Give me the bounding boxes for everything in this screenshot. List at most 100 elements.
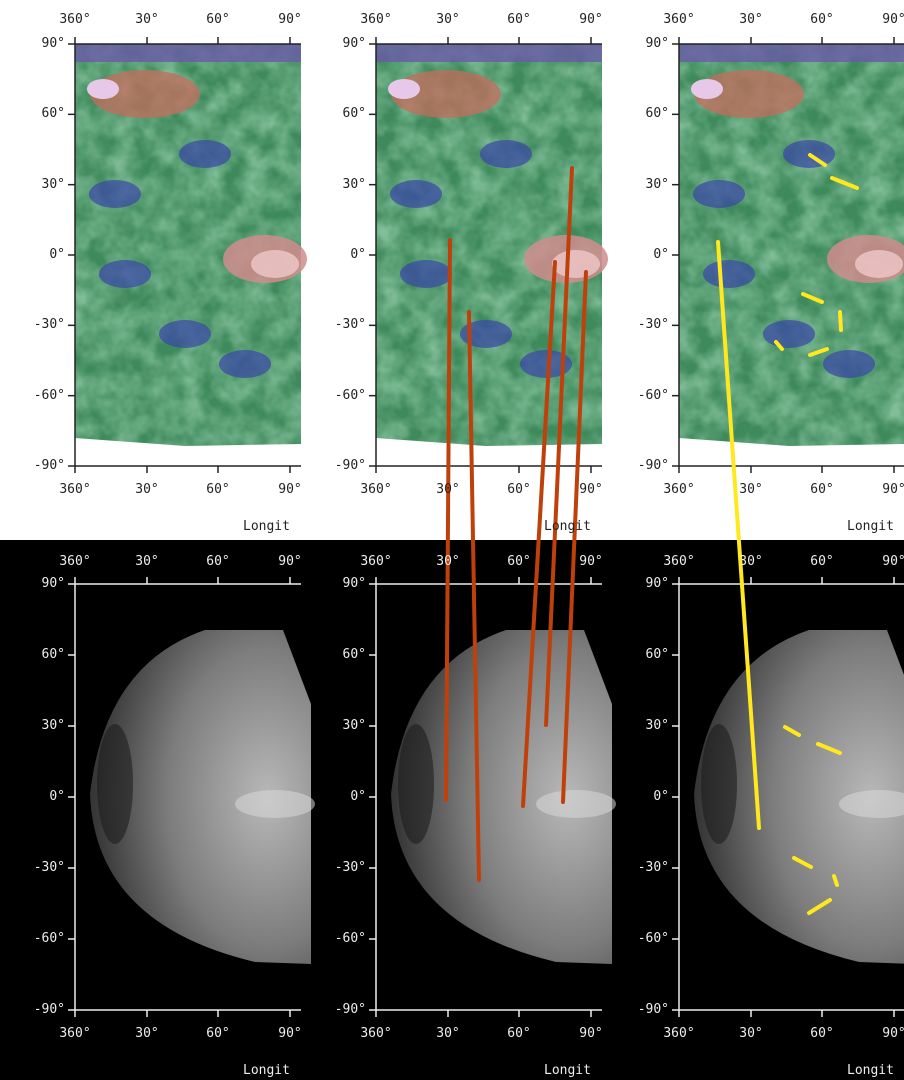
highland-north xyxy=(391,70,501,118)
y-tick-label: -90° xyxy=(334,458,366,473)
x-tick-label-bottom: 360° xyxy=(360,1026,392,1041)
x-tick-label-top: 30° xyxy=(436,554,460,569)
orange-feature-line xyxy=(521,260,557,808)
highland-north xyxy=(90,70,200,118)
orange-feature-line xyxy=(544,166,574,727)
y-tick-label: 60° xyxy=(645,647,669,662)
y-tick-label: -30° xyxy=(637,860,669,875)
y-tick-label: 90° xyxy=(645,576,669,591)
feature-dash xyxy=(783,725,801,737)
orange-feature-line xyxy=(444,238,452,802)
topographic-map-orange-lines xyxy=(369,37,608,473)
x-tick-label-bottom: 60° xyxy=(507,482,531,497)
y-tick-label: 90° xyxy=(342,36,366,51)
orange-feature-line xyxy=(467,310,481,882)
x-tick-label-top: 360° xyxy=(59,554,91,569)
y-tick-label: 0° xyxy=(350,789,366,804)
bright-band xyxy=(536,790,616,818)
lowland-4 xyxy=(763,320,815,348)
y-tick-label: -60° xyxy=(33,931,65,946)
y-tick-label: -60° xyxy=(33,387,65,403)
feature-dash xyxy=(792,856,813,869)
x-tick-label-bottom: 360° xyxy=(663,482,695,497)
y-tick-label: -90° xyxy=(33,1002,65,1017)
x-axis-label: Longit xyxy=(847,519,894,534)
bright-band xyxy=(235,790,315,818)
y-tick-label: 0° xyxy=(350,247,366,262)
y-tick-label: -90° xyxy=(334,1002,366,1017)
x-tick-label-bottom: 90° xyxy=(882,1026,904,1041)
x-tick-label-top: 360° xyxy=(360,12,392,27)
x-tick-label-top: 360° xyxy=(360,554,392,569)
y-tick-label: 0° xyxy=(653,789,669,804)
x-tick-label-bottom: 360° xyxy=(59,482,91,497)
orange-feature-line xyxy=(561,270,588,804)
x-tick-label-top: 30° xyxy=(739,12,763,27)
x-tick-label-bottom: 360° xyxy=(360,482,392,497)
y-tick-label: 60° xyxy=(342,106,366,122)
x-axis-label: Longit xyxy=(847,1063,894,1078)
y-tick-label: -90° xyxy=(637,1002,669,1017)
x-tick-label-bottom: 60° xyxy=(507,1026,531,1041)
y-tick-label: -60° xyxy=(637,931,669,946)
x-tick-label-bottom: 360° xyxy=(59,1026,91,1041)
y-tick-label: 30° xyxy=(41,718,65,733)
x-tick-label-bottom: 60° xyxy=(206,1026,230,1041)
x-tick-label-bottom: 90° xyxy=(882,482,904,497)
highland-north xyxy=(694,70,804,118)
cloud-image-plain xyxy=(68,577,315,1017)
feature-dash xyxy=(807,898,832,915)
bright-spot xyxy=(691,79,723,99)
bright-spot xyxy=(388,79,420,99)
y-tick-label: -90° xyxy=(33,458,65,473)
x-tick-label-top: 90° xyxy=(579,554,603,569)
map-no-data-region xyxy=(75,438,301,466)
lowland-2 xyxy=(823,350,875,378)
lowland-0 xyxy=(390,180,442,208)
highland-peak xyxy=(251,250,299,278)
lowland-3 xyxy=(99,260,151,288)
x-tick-label-top: 60° xyxy=(810,12,834,27)
lowland-1 xyxy=(179,140,231,168)
feature-dash xyxy=(774,340,784,351)
topographic-map-yellow-lines xyxy=(672,37,904,473)
dark-limb xyxy=(701,724,737,844)
x-tick-label-top: 60° xyxy=(507,554,531,569)
cloud-disk xyxy=(90,630,311,964)
y-tick-label: 90° xyxy=(41,36,65,51)
bright-band xyxy=(839,790,904,818)
x-tick-label-bottom: 30° xyxy=(135,1026,159,1041)
y-tick-label: 90° xyxy=(645,36,669,51)
feature-dash xyxy=(801,292,824,304)
dark-limb xyxy=(398,724,434,844)
map-polar-band xyxy=(679,44,904,62)
y-tick-label: 60° xyxy=(41,106,65,122)
x-tick-label-top: 30° xyxy=(135,554,159,569)
y-tick-label: 0° xyxy=(49,247,65,262)
y-tick-label: 30° xyxy=(645,718,669,733)
x-tick-label-bottom: 30° xyxy=(436,482,460,497)
x-tick-label-top: 60° xyxy=(507,12,531,27)
dark-limb xyxy=(97,724,133,844)
x-tick-label-bottom: 30° xyxy=(739,1026,763,1041)
x-tick-label-bottom: 90° xyxy=(278,482,302,497)
feature-dash xyxy=(838,310,843,332)
y-tick-label: -60° xyxy=(334,931,366,946)
x-tick-label-bottom: 90° xyxy=(278,1026,302,1041)
x-tick-label-top: 90° xyxy=(882,554,904,569)
x-tick-label-top: 90° xyxy=(278,554,302,569)
x-tick-label-bottom: 90° xyxy=(579,482,603,497)
x-tick-label-bottom: 60° xyxy=(810,1026,834,1041)
lowland-4 xyxy=(159,320,211,348)
lowland-4 xyxy=(460,320,512,348)
highland-peak xyxy=(855,250,903,278)
y-tick-label: -30° xyxy=(334,860,366,875)
x-tick-label-top: 30° xyxy=(739,554,763,569)
x-tick-label-top: 60° xyxy=(206,12,230,27)
x-tick-label-top: 30° xyxy=(135,12,159,27)
lowland-2 xyxy=(520,350,572,378)
yellow-feature-line xyxy=(716,240,761,830)
y-tick-label: 60° xyxy=(41,647,65,662)
map-no-data-region xyxy=(679,438,904,466)
